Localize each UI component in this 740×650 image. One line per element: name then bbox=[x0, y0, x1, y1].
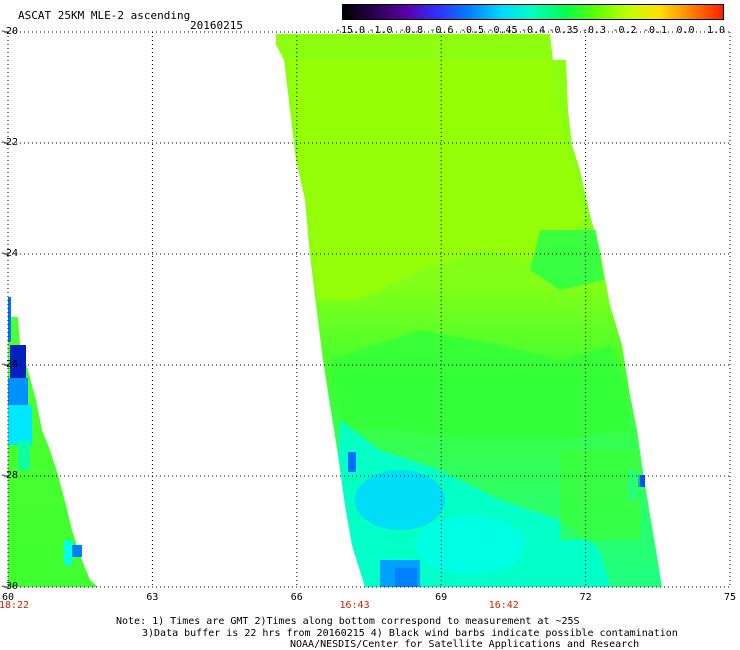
left-blue-cell-2 bbox=[72, 545, 82, 557]
left-cyan-cell-2 bbox=[18, 440, 30, 470]
colorbar-tick-label: -15.0 bbox=[334, 25, 366, 36]
footer-note-1: Note: 1) Times are GMT 2)Times along bot… bbox=[116, 616, 580, 627]
time-label: 16:43 bbox=[339, 600, 370, 611]
longitude-label: 72 bbox=[579, 592, 592, 603]
latitude-label: -26 bbox=[0, 359, 19, 370]
colorbar-tick-label: -0.4 bbox=[520, 25, 546, 36]
colorbar-tick-label: -1.0 bbox=[368, 25, 393, 36]
latitude-label: -24 bbox=[0, 248, 19, 259]
colorbar-tick-label: -0.45 bbox=[487, 25, 518, 36]
swath-upper-zone bbox=[290, 60, 585, 300]
cyan-blob-2 bbox=[415, 515, 525, 575]
blue-cell-2 bbox=[395, 568, 417, 587]
latitude-label: -22 bbox=[0, 137, 19, 148]
cyan-blob bbox=[355, 470, 445, 530]
swath-mid-zone bbox=[330, 330, 630, 440]
colorbar bbox=[342, 4, 724, 20]
left-cyan-cell-3 bbox=[64, 540, 72, 565]
blue-cell-3 bbox=[348, 452, 356, 472]
left-dark-cell bbox=[10, 345, 26, 380]
longitude-label: 60 bbox=[1, 592, 15, 603]
swath-south-zone bbox=[338, 420, 610, 587]
blue-cell-4 bbox=[637, 475, 645, 487]
latitude-label: -20 bbox=[0, 26, 19, 37]
longitude-label: 69 bbox=[435, 592, 448, 603]
map-date: 20160215 bbox=[190, 19, 243, 32]
colorbar-tick-label: -0.5 bbox=[459, 25, 485, 36]
colorbar-tick-label: 0.0 bbox=[676, 25, 695, 36]
left-swath bbox=[8, 297, 98, 587]
footer-note-2: 3)Data buffer is 22 hrs from 20160215 4)… bbox=[142, 628, 678, 639]
time-label: 18:22 bbox=[0, 600, 30, 611]
colorbar-tick-label: -0.8 bbox=[398, 25, 424, 36]
colorbar-tick-label: -0.2 bbox=[612, 25, 637, 36]
longitude-label: 66 bbox=[290, 592, 303, 603]
colorbar-tick-label: -0.3 bbox=[581, 25, 607, 36]
footer-credit: NOAA/NESDIS/Center for Satellite Applica… bbox=[290, 639, 640, 650]
green-edge bbox=[560, 450, 640, 540]
colorbar-tick-label: 1.0 bbox=[706, 25, 726, 36]
left-cyan-cell bbox=[8, 405, 32, 445]
axis-ticks bbox=[4, 31, 8, 588]
left-blue-cell bbox=[8, 378, 28, 408]
longitude-label: 75 bbox=[723, 592, 737, 603]
longitude-label: 63 bbox=[146, 592, 159, 603]
colorbar-tick-label: -0.1 bbox=[642, 25, 668, 36]
map-title: ASCAT 25KM MLE-2 ascending bbox=[18, 9, 191, 22]
colorbar-tick-label: -0.6 bbox=[429, 25, 454, 36]
colorbar-tick-label: -0.35 bbox=[548, 25, 579, 36]
latitude-label: -28 bbox=[0, 470, 19, 481]
latitude-label: -30 bbox=[0, 581, 19, 592]
graticule bbox=[7, 31, 731, 588]
time-label: 16:42 bbox=[488, 600, 519, 611]
left-swath-edge bbox=[8, 297, 11, 342]
